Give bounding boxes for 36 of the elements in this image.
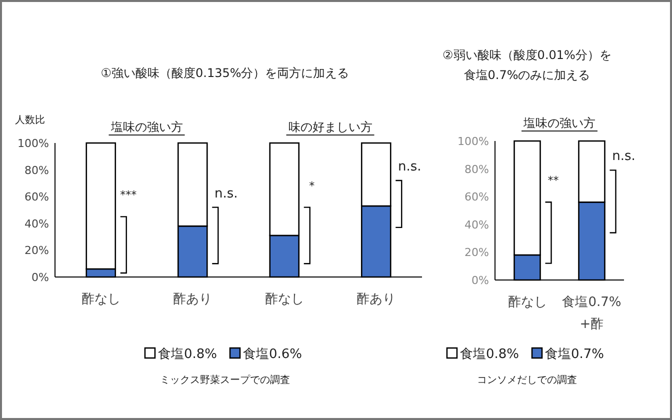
legend-label: 食塩0.7% (545, 347, 604, 362)
x-tick-label: 食塩0.7%+酢 (562, 295, 622, 332)
y-tick-label: 60% (24, 190, 49, 204)
y-tick-label: 0% (32, 271, 49, 284)
annotation: * (309, 179, 316, 192)
y-tick-label: 80% (24, 164, 49, 177)
x-tick-label: 酢あり (173, 292, 212, 307)
annotation: ** (548, 174, 560, 188)
x-tick-label: 酢なし (264, 292, 304, 307)
y-tick-label: 60% (464, 190, 489, 204)
annotation: n.s. (612, 149, 636, 164)
text: コンソメだしでの調査 (477, 374, 577, 386)
text: 味の好ましい方 (288, 120, 372, 134)
annotation: n.s. (398, 160, 422, 175)
x-tick-label: 酢なし (81, 292, 120, 307)
text: ミックス野菜スープでの調査 (160, 374, 290, 386)
y-tick-label: 40% (464, 218, 489, 232)
annotation: n.s. (214, 186, 238, 202)
text: 塩味の強い方 (110, 120, 183, 134)
y-tick-label: 20% (24, 244, 49, 258)
y-tick-label: 20% (464, 246, 489, 260)
legend-label: 食塩0.8% (158, 347, 217, 362)
annotation: *** (120, 188, 138, 202)
legend-label: 食塩0.8% (460, 347, 519, 362)
legend-label: 食塩0.6% (243, 347, 302, 362)
y-tick-label: 100% (18, 137, 49, 150)
x-tick-label: 酢なし (508, 295, 547, 310)
chart-title: ②弱い酸味（酸度0.01%分）を食塩0.7%のみに加える (442, 48, 612, 82)
chart-title: ①強い酸味（酸度0.135%分）を両方に加える (100, 66, 350, 80)
x-tick-label: 酢あり (356, 292, 396, 307)
y-tick-label: 40% (24, 217, 49, 230)
text: 塩味の強い方 (522, 116, 596, 130)
y-tick-label: 80% (464, 162, 489, 176)
y-axis-title: 人数比 (15, 114, 45, 126)
y-tick-label: 0% (472, 274, 489, 287)
y-tick-label: 100% (458, 135, 489, 148)
